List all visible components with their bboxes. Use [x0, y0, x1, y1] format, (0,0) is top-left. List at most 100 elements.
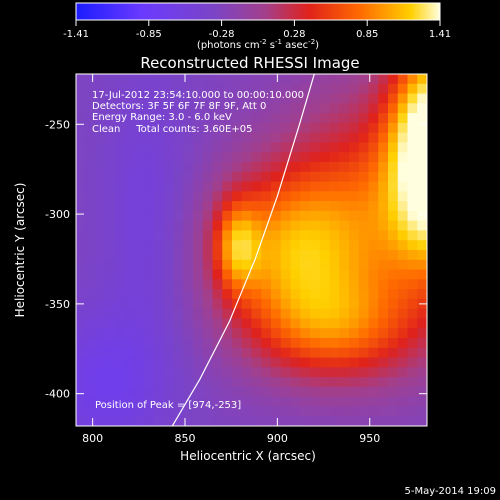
heatmap-cell [319, 416, 330, 426]
heatmap-cell [397, 347, 408, 358]
heatmap-cell [388, 386, 399, 398]
heatmap-cell [407, 230, 418, 241]
heatmap-cell [115, 152, 126, 163]
heatmap-cell [300, 250, 311, 261]
heatmap-cell [417, 347, 427, 358]
heatmap-cell [124, 386, 135, 398]
heatmap-cell [290, 328, 301, 339]
heatmap-cell [163, 132, 174, 143]
heatmap-cell [105, 259, 116, 270]
heatmap-cell [417, 338, 427, 349]
heatmap-cell [134, 377, 145, 388]
heatmap-cell [310, 240, 321, 251]
heatmap-cell [115, 132, 126, 143]
heatmap-cell [134, 416, 145, 426]
heatmap-cell [388, 298, 399, 310]
heatmap-cell [388, 308, 399, 319]
heatmap-cell [368, 250, 379, 261]
heatmap-cell [212, 181, 223, 192]
heatmap-cell [290, 347, 301, 358]
heatmap-cell [134, 122, 145, 134]
heatmap-cell [339, 220, 350, 231]
heatmap-cell [115, 220, 126, 231]
heatmap-cell [261, 298, 272, 310]
heatmap-cell [358, 122, 369, 134]
heatmap-cell [95, 220, 106, 231]
heatmap-cell [124, 122, 135, 134]
heatmap-cell [183, 338, 194, 349]
heatmap-cell [388, 113, 399, 124]
heatmap-cell [95, 289, 106, 300]
heatmap-cell [368, 289, 379, 300]
heatmap-cell [115, 377, 126, 388]
heatmap-cell [300, 171, 311, 182]
heatmap-cell [212, 113, 223, 124]
heatmap-cell [183, 142, 194, 153]
heatmap-cell [202, 308, 213, 319]
heatmap-cell [378, 338, 389, 349]
heatmap-cell [358, 259, 369, 270]
heatmap-cell [163, 122, 174, 134]
heatmap-cell [105, 220, 116, 231]
heatmap-cell [368, 162, 379, 173]
heatmap-cell [193, 122, 204, 134]
heatmap-cell [85, 318, 96, 329]
heatmap-cell [183, 93, 194, 104]
heatmap-cell [241, 357, 252, 368]
heatmap-cell [173, 191, 184, 202]
heatmap-cell [222, 113, 233, 124]
heatmap-cell [124, 210, 135, 222]
heatmap-cell [417, 259, 427, 270]
heatmap-cell [212, 240, 223, 251]
heatmap-cell [290, 74, 301, 85]
heatmap-cell [329, 113, 340, 124]
heatmap-cell [417, 113, 427, 124]
heatmap-cell [319, 171, 330, 182]
heatmap-cell [134, 93, 145, 104]
heatmap-cell [154, 83, 165, 94]
heatmap-cell [95, 338, 106, 349]
heatmap-cell [144, 308, 155, 319]
heatmap-cell [193, 259, 204, 270]
heatmap-cell [368, 220, 379, 231]
heatmap-cell [417, 83, 427, 94]
heatmap-cell [280, 210, 291, 222]
heatmap-cell [329, 250, 340, 261]
heatmap-cell [163, 74, 174, 85]
heatmap-cell [339, 259, 350, 270]
heatmap-cell [105, 347, 116, 358]
heatmap-cell [193, 279, 204, 290]
heatmap-cell [144, 416, 155, 426]
x-tick-label: 900 [267, 432, 288, 445]
heatmap-cell [183, 269, 194, 280]
heatmap-cell [407, 269, 418, 280]
heatmap-cell [134, 83, 145, 94]
heatmap-cell [310, 171, 321, 182]
heatmap-cell [417, 367, 427, 378]
heatmap-cell [76, 386, 87, 398]
heatmap-cell [241, 103, 252, 114]
heatmap-cell [397, 308, 408, 319]
heatmap-cell [163, 220, 174, 231]
heatmap-cell [280, 318, 291, 329]
heatmap-cell [134, 230, 145, 241]
heatmap-cell [193, 308, 204, 319]
heatmap-cell [124, 83, 135, 94]
heatmap-cell [95, 377, 106, 388]
heatmap-cell [271, 113, 282, 124]
heatmap-cell [115, 338, 126, 349]
heatmap-cell [76, 240, 87, 251]
heatmap-cell [407, 83, 418, 94]
heatmap-cell [388, 74, 399, 85]
heatmap-cell [358, 103, 369, 114]
heatmap-cell [407, 308, 418, 319]
heatmap-cell [105, 142, 116, 153]
heatmap-cell [124, 240, 135, 251]
heatmap-cell [368, 269, 379, 280]
heatmap-cell [329, 357, 340, 368]
heatmap-cell [183, 386, 194, 398]
heatmap-cell [310, 93, 321, 104]
heatmap-cell [280, 93, 291, 104]
heatmap-cell [339, 416, 350, 426]
heatmap-cell [241, 396, 252, 407]
